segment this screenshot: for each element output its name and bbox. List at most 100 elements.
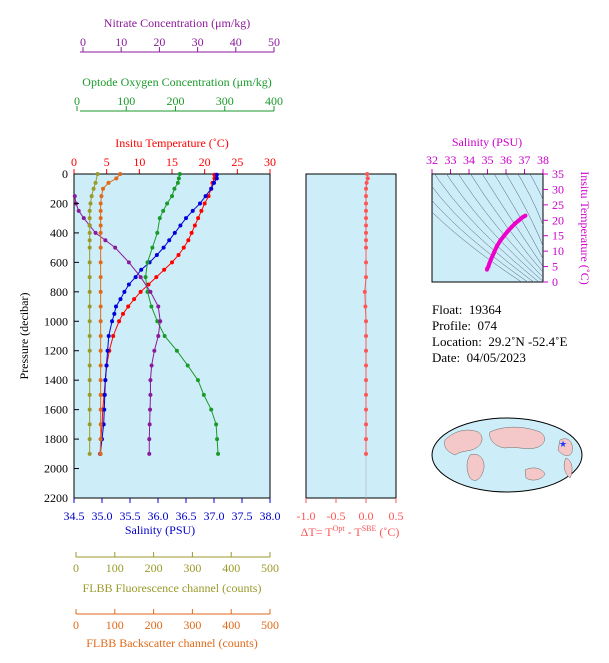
fluorescence-point — [87, 319, 92, 324]
ts-salinity-tick-label: 33 — [445, 153, 457, 167]
map-land — [444, 426, 573, 481]
pressure-tick-label: 2000 — [44, 462, 68, 476]
temperature-tick-label: 15 — [166, 155, 178, 169]
ts-salinity-tick-label: 35 — [482, 153, 494, 167]
oxygen-axis-label: Optode Oxygen Concentration (μm/kg) — [82, 75, 271, 89]
nitrate-point — [156, 304, 161, 309]
oxygen-point — [195, 378, 200, 383]
salinity-point — [214, 172, 219, 177]
profile-label: Profile: — [432, 318, 471, 333]
nitrate-point — [138, 275, 143, 280]
backscatter-tick-label: 100 — [106, 618, 124, 632]
nitrate-point — [152, 348, 157, 353]
ts-density-contour — [432, 186, 535, 282]
temperature-point — [146, 282, 151, 287]
temperature-tick-label: 20 — [199, 155, 211, 169]
delta-t-point — [364, 348, 368, 353]
ts-point — [486, 264, 491, 269]
temperature-point — [202, 201, 207, 206]
salinity-point — [184, 216, 188, 221]
salinity-point — [172, 230, 177, 235]
backscatter-point — [98, 348, 103, 353]
salinity-point — [167, 238, 172, 243]
delta-t-point — [364, 319, 368, 324]
delta-t-point — [364, 392, 368, 397]
delta-t-point — [364, 451, 368, 456]
pressure-axis: 0 200 400 600 800 1000 1200 1400 1600 1800 2000 220… — [44, 167, 311, 505]
backscatter-point — [98, 392, 103, 397]
ts-temperature-label: Insitu Temperature (˚C) — [578, 171, 592, 285]
backscatter-point — [98, 289, 103, 294]
oxygen-point — [214, 422, 219, 427]
fluorescence-point — [87, 378, 92, 383]
oxygen-point — [170, 194, 174, 199]
temperature-tick-label: 5 — [104, 155, 110, 169]
backscatter-point — [98, 437, 103, 442]
fluorescence-point — [87, 348, 92, 353]
temperature-point — [196, 216, 201, 221]
salinity-point — [126, 282, 131, 287]
delta-t-point — [364, 180, 369, 185]
pressure-tick-label: 0 — [62, 167, 68, 181]
fluorescence-point — [93, 180, 98, 185]
fluorescence-tick-label: 400 — [222, 561, 240, 575]
fluorescence-axis-label: FLBB Fluorescence channel (counts) — [83, 581, 262, 595]
delta-t-point — [365, 172, 370, 176]
ts-temperature-tick-label: 10 — [552, 244, 564, 258]
ts-density-contour — [432, 200, 529, 282]
ts-density-contour — [432, 211, 522, 282]
backscatter-point — [106, 180, 111, 185]
ts-temperature-tick-label: 25 — [552, 198, 564, 212]
backscatter-point — [99, 194, 104, 199]
salinity-tick-label: 36.0 — [148, 509, 169, 523]
salinity-point — [178, 223, 183, 228]
delta-t-point — [364, 186, 368, 191]
fluorescence-point — [87, 392, 92, 397]
salinity-point — [104, 363, 109, 368]
ts-plot — [432, 174, 543, 282]
oxygen-point — [176, 176, 181, 181]
fluorescence-tick-label: 0 — [73, 561, 79, 575]
delta-t-point — [364, 363, 368, 368]
delta-t-point — [364, 378, 368, 383]
delta-t-point — [364, 238, 368, 243]
nitrate-point — [93, 230, 98, 235]
salinity-tick-label: 36.5 — [176, 509, 197, 523]
oxygen-point — [209, 407, 214, 412]
oxygen-point — [157, 216, 162, 221]
salinity-point — [209, 186, 214, 191]
ts-salinity-axis: 32 33 34 35 36 37 38 — [426, 153, 549, 174]
ts-salinity-tick-label: 38 — [537, 153, 549, 167]
delta-t-tick-label: -0.5 — [327, 509, 346, 523]
ts-density-contour — [517, 174, 543, 226]
ts-point — [487, 261, 492, 266]
backscatter-point — [98, 378, 103, 383]
float-info: Float: 19364 Profile: 074 Location: 29.2… — [432, 302, 567, 366]
fluorescence-axis: 0 100 200 300 400 500 FLBB Fluorescence chann… — [73, 552, 279, 595]
fluorescence-tick-label: 100 — [106, 561, 124, 575]
nitrate-point — [103, 238, 108, 243]
main-profile-plot — [72, 172, 221, 456]
ts-temperature-tick-label: 35 — [552, 167, 564, 181]
ts-point — [494, 244, 499, 249]
backscatter-point — [101, 186, 106, 191]
fluorescence-point — [87, 208, 92, 213]
temperature-point — [138, 289, 143, 294]
backscatter-tick-label: 200 — [145, 618, 163, 632]
world-map: ★ — [431, 417, 583, 493]
oxygen-tick-label: 100 — [117, 94, 135, 108]
nitrate-point — [148, 392, 153, 397]
profile-value: 074 — [477, 318, 498, 333]
backscatter-point — [98, 223, 103, 228]
salinity-tick-label: 37.0 — [204, 509, 225, 523]
temperature-point — [126, 304, 131, 309]
fluorescence-point — [87, 334, 92, 338]
temperature-tick-label: 0 — [71, 155, 77, 169]
main-profile-panel — [73, 173, 271, 499]
oxygen-point — [165, 201, 170, 206]
backscatter-point — [98, 304, 103, 309]
salinity-point — [154, 253, 159, 257]
fluorescence-point — [87, 451, 92, 456]
oxygen-point — [172, 186, 177, 191]
ts-salinity-tick-label: 37 — [519, 153, 531, 167]
